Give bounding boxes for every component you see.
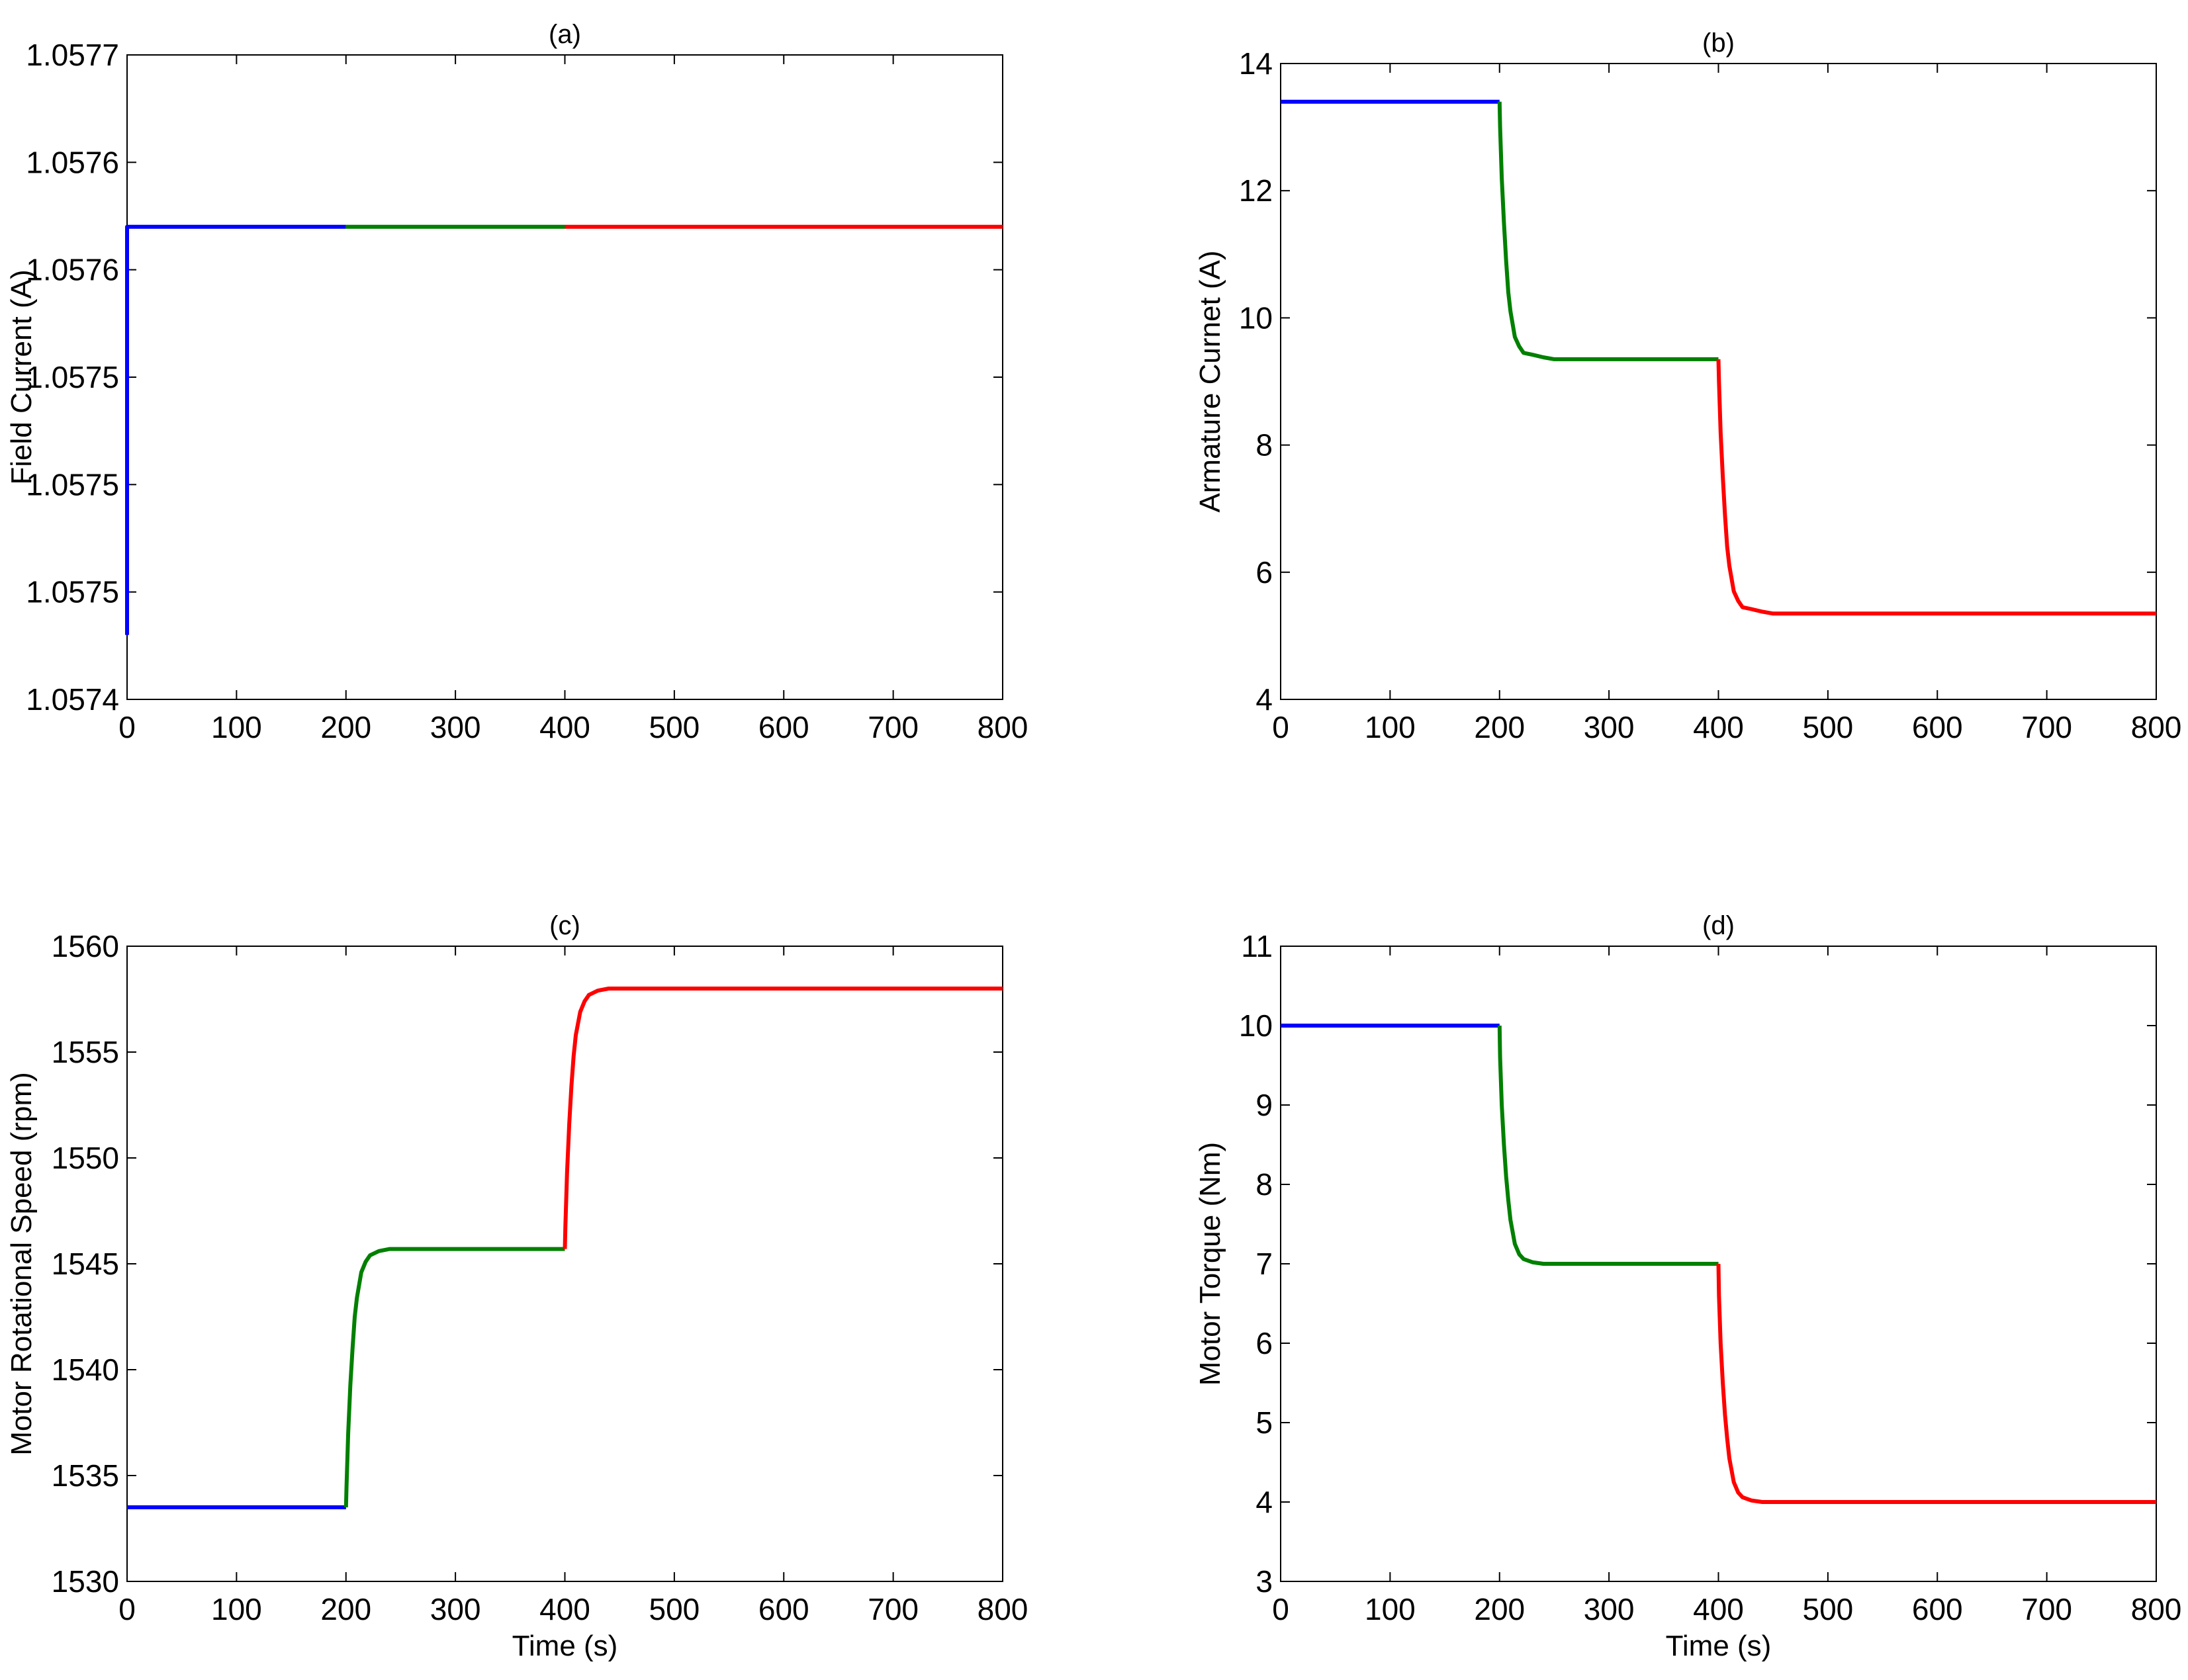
x-tick-label: 100: [211, 710, 262, 744]
x-tick-label: 200: [1474, 710, 1525, 744]
x-tick-label: 200: [320, 710, 371, 744]
series-line-2: [1716, 1263, 2156, 1504]
series-line-2: [1716, 359, 2156, 616]
x-tick-label: 0: [1272, 1592, 1289, 1626]
x-axis-label: Time (s): [1666, 1630, 1772, 1662]
x-tick-label: 100: [1365, 710, 1416, 744]
x-tick-label: 300: [1584, 710, 1635, 744]
y-tick-label: 9: [1255, 1088, 1273, 1122]
x-tick-label: 800: [978, 710, 1028, 744]
x-tick-label: 0: [118, 1592, 136, 1626]
y-axis-label: Motor Torque (Nm): [1194, 1142, 1226, 1386]
x-axis-label: Time (s): [512, 1630, 618, 1662]
series-line-0: [125, 224, 346, 635]
y-tick-label: 1540: [52, 1352, 119, 1387]
series-line-1: [1497, 1025, 1719, 1266]
x-tick-label: 300: [430, 710, 481, 744]
y-tick-label: 10: [1239, 1008, 1273, 1043]
x-tick-label: 600: [758, 1592, 809, 1626]
x-tick-label: 100: [211, 1592, 262, 1626]
x-tick-label: 300: [430, 1592, 481, 1626]
subplot-title: (b): [1702, 28, 1735, 58]
plot-frame: [126, 946, 1003, 1582]
series-line-2: [563, 987, 1003, 1249]
x-tick-label: 600: [758, 710, 809, 744]
x-tick-label: 400: [539, 710, 590, 744]
y-tick-label: 12: [1239, 173, 1273, 208]
y-tick-label: 4: [1255, 682, 1273, 717]
y-tick-label: 11: [1241, 929, 1273, 963]
chart-panel-2: 0 100 200 300 400 500 600 700 800 1530 1535 1540 154…: [5, 911, 1028, 1662]
y-tick-label: 1.0575: [26, 360, 119, 394]
y-tick-label: 5: [1255, 1405, 1273, 1440]
x-tick-label: 500: [1803, 710, 1854, 744]
series-line-1: [343, 1247, 565, 1508]
y-tick-label: 1550: [52, 1141, 119, 1175]
y-tick-label: 1530: [52, 1564, 119, 1599]
y-tick-label: 7: [1255, 1247, 1273, 1281]
x-tick-label: 700: [2021, 1592, 2072, 1626]
x-tick-label: 500: [649, 1592, 700, 1626]
y-tick-label: 6: [1255, 555, 1273, 590]
x-tick-label: 700: [2021, 710, 2072, 744]
y-tick-label: 8: [1255, 428, 1273, 463]
x-tick-label: 0: [118, 710, 136, 744]
x-tick-label: 500: [1803, 1592, 1854, 1626]
x-tick-label: 200: [320, 1592, 371, 1626]
y-tick-label: 8: [1255, 1167, 1273, 1202]
y-tick-label: 1555: [52, 1035, 119, 1069]
series-line-1: [1497, 101, 1719, 361]
y-tick-label: 1.0575: [26, 467, 119, 502]
y-tick-label: 14: [1239, 46, 1273, 81]
x-tick-label: 300: [1584, 1592, 1635, 1626]
chart-panel-1: 0 100 200 300 400 500 600 700 800 4 6 8 10 12 14 (b) Arm…: [1194, 28, 2181, 744]
x-tick-label: 600: [1912, 1592, 1963, 1626]
subplot-title: (a): [549, 20, 581, 49]
x-tick-label: 200: [1474, 1592, 1525, 1626]
x-tick-label: 700: [868, 1592, 919, 1626]
x-tick-label: 800: [2131, 710, 2182, 744]
y-tick-label: 1.0574: [26, 682, 119, 717]
y-axis-label: Motor Rotational Speed (rpm): [5, 1072, 38, 1456]
x-tick-label: 100: [1365, 1592, 1416, 1626]
y-tick-label: 4: [1255, 1485, 1273, 1519]
subplot-title: (d): [1702, 911, 1735, 940]
chart-panel-0: 0 100 200 300 400 500 600 700 800 1.0574 1.0575 1.0…: [5, 20, 1028, 744]
y-tick-label: 1.0577: [26, 38, 119, 72]
x-tick-label: 700: [868, 710, 919, 744]
y-axis-label: Field Current (A): [5, 269, 38, 484]
x-tick-label: 800: [978, 1592, 1028, 1626]
y-tick-label: 1.0576: [26, 253, 119, 287]
y-tick-label: 1560: [52, 929, 119, 963]
x-tick-label: 600: [1912, 710, 1963, 744]
y-tick-label: 10: [1239, 300, 1273, 335]
y-tick-label: 1.0575: [26, 575, 119, 609]
x-tick-label: 800: [2131, 1592, 2182, 1626]
x-tick-label: 500: [649, 710, 700, 744]
subplot-title: (c): [549, 911, 580, 940]
y-tick-label: 1535: [52, 1458, 119, 1493]
y-tick-label: 3: [1255, 1564, 1273, 1599]
x-tick-label: 400: [1693, 710, 1744, 744]
y-tick-label: 1.0576: [26, 145, 119, 179]
plot-frame: [126, 54, 1003, 700]
chart-panel-3: 0 100 200 300 400 500 600 700 800 3 4 5 6 7 8 9 10 11 (d) M…: [1194, 911, 2181, 1662]
x-tick-label: 400: [1693, 1592, 1744, 1626]
y-tick-label: 6: [1255, 1326, 1273, 1360]
x-tick-label: 400: [539, 1592, 590, 1626]
x-tick-label: 0: [1272, 710, 1289, 744]
y-tick-label: 1545: [52, 1247, 119, 1281]
y-axis-label: Armature Curnet (A): [1194, 250, 1226, 512]
